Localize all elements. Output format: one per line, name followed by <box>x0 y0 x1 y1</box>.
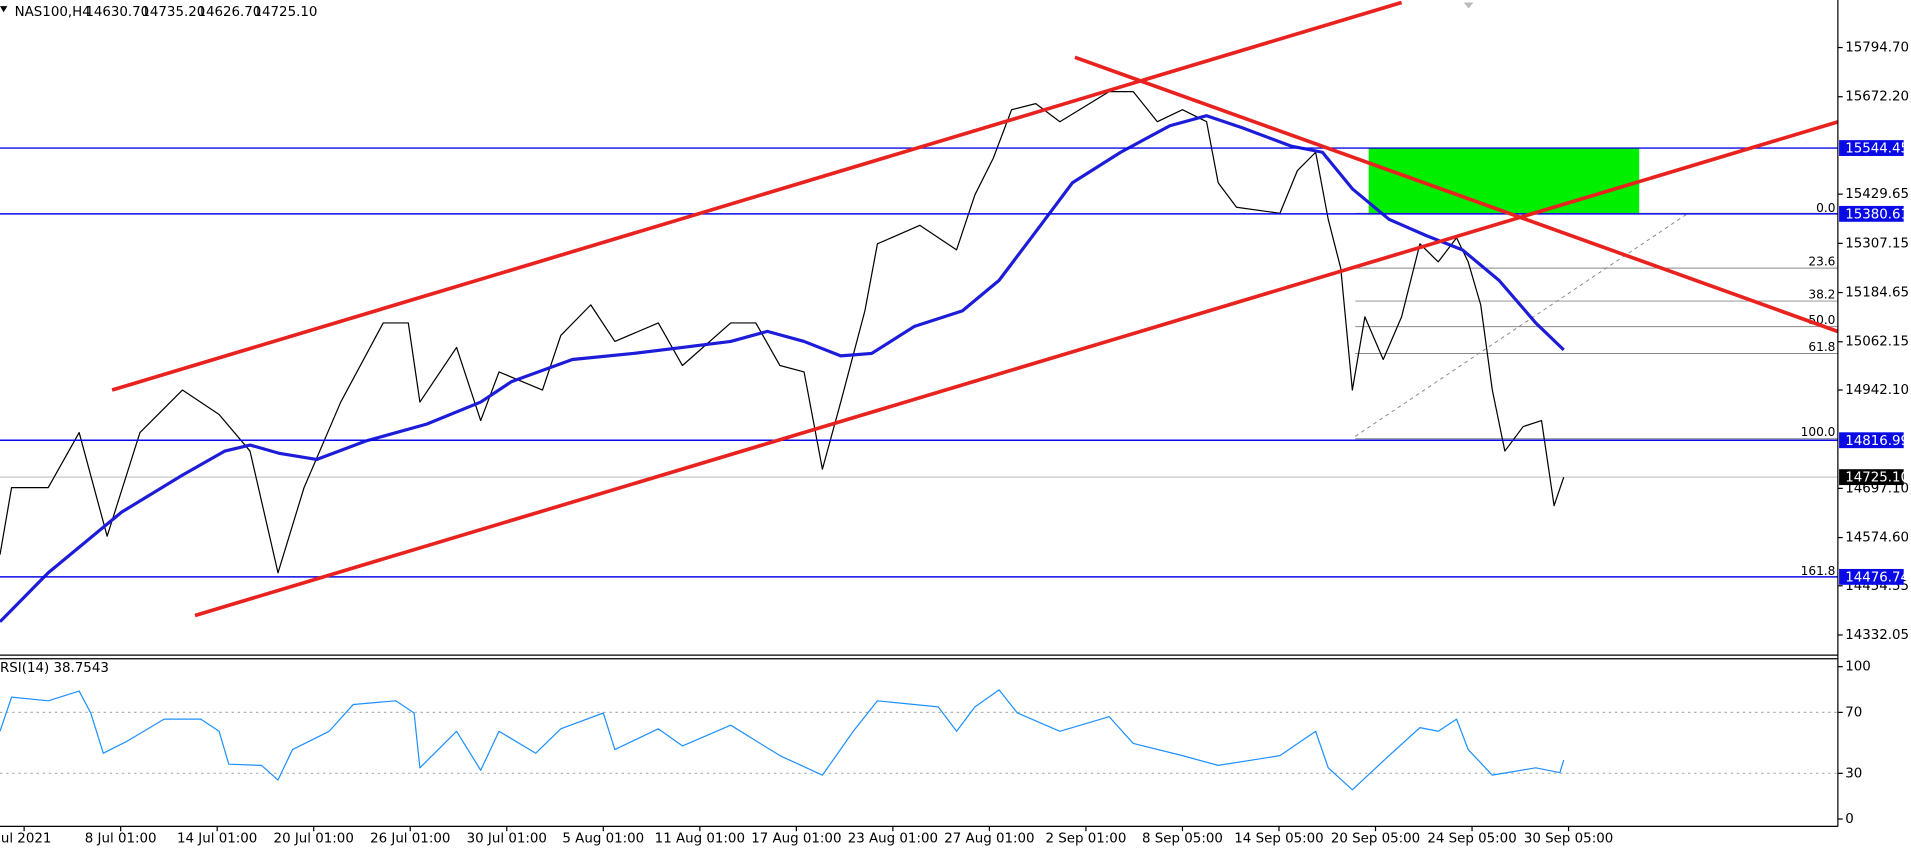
y-tick-label: 70 <box>1845 705 1862 720</box>
symbol: NAS100,H4 <box>15 5 91 20</box>
x-tick-label: 17 Aug 01:00 <box>751 832 841 847</box>
y-tick-label: 30 <box>1845 766 1862 781</box>
series-line <box>0 90 1565 574</box>
trendline <box>111 0 1403 392</box>
level-label-box <box>1839 205 1904 222</box>
x-tick-label: 20 Jul 01:00 <box>274 832 354 847</box>
ohlc: 14725.10 <box>254 5 318 20</box>
frames <box>0 0 1839 827</box>
x-tick-label: 11 Aug 01:00 <box>655 832 745 847</box>
level-label: 14816.99 <box>1845 434 1909 449</box>
x-tick-label: 2 Sep 01:00 <box>1045 832 1126 847</box>
y-tick-label: 14697.10 <box>1845 481 1909 496</box>
x-tick-label: 24 Sep 05:00 <box>1427 832 1516 847</box>
x-tick-label: 20 Sep 05:00 <box>1331 832 1420 847</box>
trendline <box>1074 55 1839 334</box>
y-tick-label: 100 <box>1845 660 1871 675</box>
zone <box>1368 147 1640 214</box>
level-label-box <box>1839 568 1904 585</box>
y-tick-label: 15307.15 <box>1845 236 1909 251</box>
x-tick-label: 5 Aug 01:00 <box>562 832 644 847</box>
shift-marker <box>1463 2 1474 9</box>
menu-arrow[interactable] <box>0 6 8 13</box>
fib-label: 161.8 <box>1801 564 1836 578</box>
series-line <box>0 114 1565 623</box>
fib-label: 23.6 <box>1808 255 1835 269</box>
ohlc: 14626.70 <box>197 5 261 20</box>
level-label: 15380.61 <box>1845 207 1909 222</box>
level-label: 15544.45 <box>1845 142 1909 157</box>
fib-lines <box>1354 212 1838 440</box>
y-tick-label: 14574.60 <box>1845 531 1909 546</box>
series-line <box>0 689 1565 791</box>
y-tick-label: 0 <box>1845 812 1854 827</box>
x-tick-label: 23 Aug 01:00 <box>848 832 938 847</box>
fib-label: 100.0 <box>1801 425 1836 439</box>
y-tick-label: 14332.05 <box>1845 628 1909 643</box>
ohlc: 14630.70 <box>85 5 149 20</box>
y-tick-label: 15672.20 <box>1845 90 1909 105</box>
level-label: 14476.74 <box>1845 570 1909 585</box>
indicator-title: RSI(14) 38.7543 <box>0 661 109 676</box>
x-tick-label: 30 Sep 05:00 <box>1524 832 1613 847</box>
plot-layer: 15794.70 15672.20 15429.65 15307.15 15184.65… <box>0 41 1909 847</box>
fib-label: 61.8 <box>1808 340 1835 354</box>
x-tick-label: 30 Jul 01:00 <box>467 832 547 847</box>
x-tick-label: 26 Jul 01:00 <box>370 832 450 847</box>
y-tick-label: 15184.65 <box>1845 286 1909 301</box>
x-tick-label: 27 Aug 01:00 <box>944 832 1034 847</box>
fib-label: 38.2 <box>1808 287 1835 301</box>
level-label-box <box>1839 140 1904 156</box>
trendlines <box>111 0 1839 618</box>
level-label-box <box>1839 432 1904 449</box>
fib-label: 0.0 <box>1816 201 1835 215</box>
x-tick-label: Jul 2021 <box>0 832 51 847</box>
fib-diagonal <box>1354 212 1689 437</box>
x-tick-label: 14 Sep 05:00 <box>1234 832 1323 847</box>
y-tick-label: 15794.70 <box>1845 41 1909 56</box>
x-tick-label: 8 Jul 01:00 <box>85 832 157 847</box>
trendline <box>194 120 1839 618</box>
price-label-box <box>1839 469 1904 486</box>
x-tick-label: 8 Sep 05:00 <box>1142 832 1223 847</box>
y-tick-label: 14942.10 <box>1845 383 1909 398</box>
price-label: 14725.10 <box>1845 471 1909 486</box>
x-tick-label: 14 Jul 01:00 <box>177 832 257 847</box>
ohlc: 14735.20 <box>141 5 205 20</box>
y-tick-label: 15062.15 <box>1845 335 1909 350</box>
y-tick-label: 15429.65 <box>1845 187 1909 202</box>
